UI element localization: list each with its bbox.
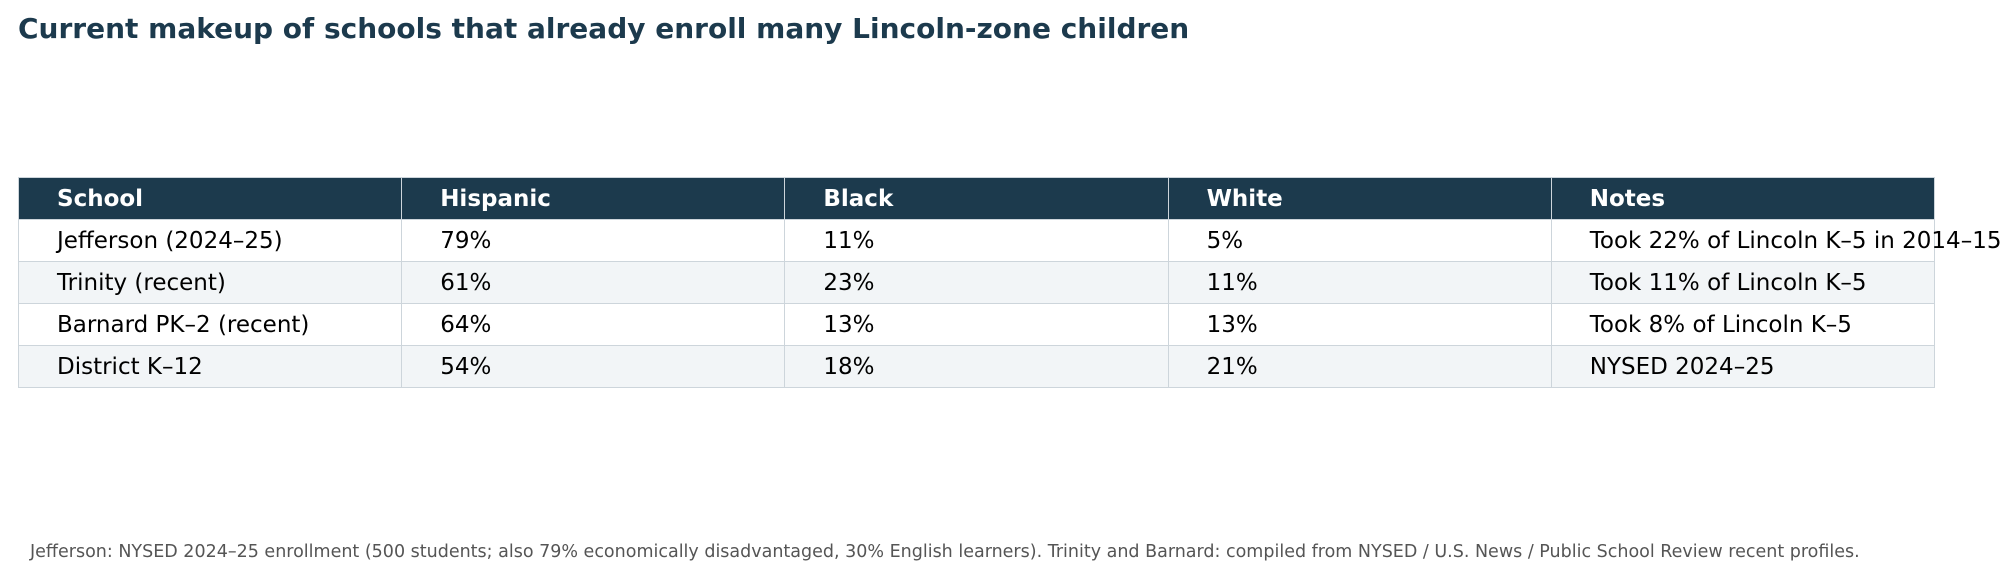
demographics-table: School Hispanic Black White Notes Jeffer… bbox=[17, 177, 2000, 388]
cell-black: 13% bbox=[784, 303, 1169, 346]
cell-school: Trinity (recent) bbox=[17, 261, 403, 304]
header-black: Black bbox=[784, 177, 1169, 220]
chart-title: Current makeup of schools that already e… bbox=[18, 12, 1190, 45]
cell-school: Barnard PK–2 (recent) bbox=[17, 303, 403, 346]
header-notes: Notes bbox=[1550, 177, 1936, 220]
cell-hispanic: 54% bbox=[401, 345, 786, 388]
header-white: White bbox=[1167, 177, 1552, 220]
cell-school: District K–12 bbox=[17, 345, 403, 388]
table-row: Trinity (recent) 61% 23% 11% Took 11% of… bbox=[17, 261, 1936, 304]
cell-notes: Took 22% of Lincoln K–5 in 2014–15 bbox=[1550, 219, 2000, 262]
header-row: School Hispanic Black White Notes bbox=[17, 177, 1936, 220]
cell-white: 5% bbox=[1167, 219, 1552, 262]
table-header: School Hispanic Black White Notes bbox=[17, 177, 1936, 220]
table-body: Jefferson (2024–25) 79% 11% 5% Took 22% … bbox=[17, 219, 2000, 388]
cell-school: Jefferson (2024–25) bbox=[17, 219, 403, 262]
cell-notes: Took 8% of Lincoln K–5 bbox=[1550, 303, 1936, 346]
table-row: Barnard PK–2 (recent) 64% 13% 13% Took 8… bbox=[17, 303, 1936, 346]
table-row: District K–12 54% 18% 21% NYSED 2024–25 bbox=[17, 345, 1936, 388]
cell-hispanic: 79% bbox=[401, 219, 786, 262]
cell-white: 11% bbox=[1167, 261, 1552, 304]
cell-black: 18% bbox=[784, 345, 1169, 388]
cell-black: 23% bbox=[784, 261, 1169, 304]
header-hispanic: Hispanic bbox=[401, 177, 786, 220]
cell-notes: Took 11% of Lincoln K–5 bbox=[1550, 261, 1936, 304]
cell-hispanic: 61% bbox=[401, 261, 786, 304]
source-footnote: Jefferson: NYSED 2024–25 enrollment (500… bbox=[30, 542, 1860, 562]
cell-white: 13% bbox=[1167, 303, 1552, 346]
table-row: Jefferson (2024–25) 79% 11% 5% Took 22% … bbox=[17, 219, 2000, 262]
cell-notes: NYSED 2024–25 bbox=[1550, 345, 1936, 388]
cell-black: 11% bbox=[784, 219, 1169, 262]
header-school: School bbox=[17, 177, 403, 220]
cell-hispanic: 64% bbox=[401, 303, 786, 346]
cell-white: 21% bbox=[1167, 345, 1552, 388]
